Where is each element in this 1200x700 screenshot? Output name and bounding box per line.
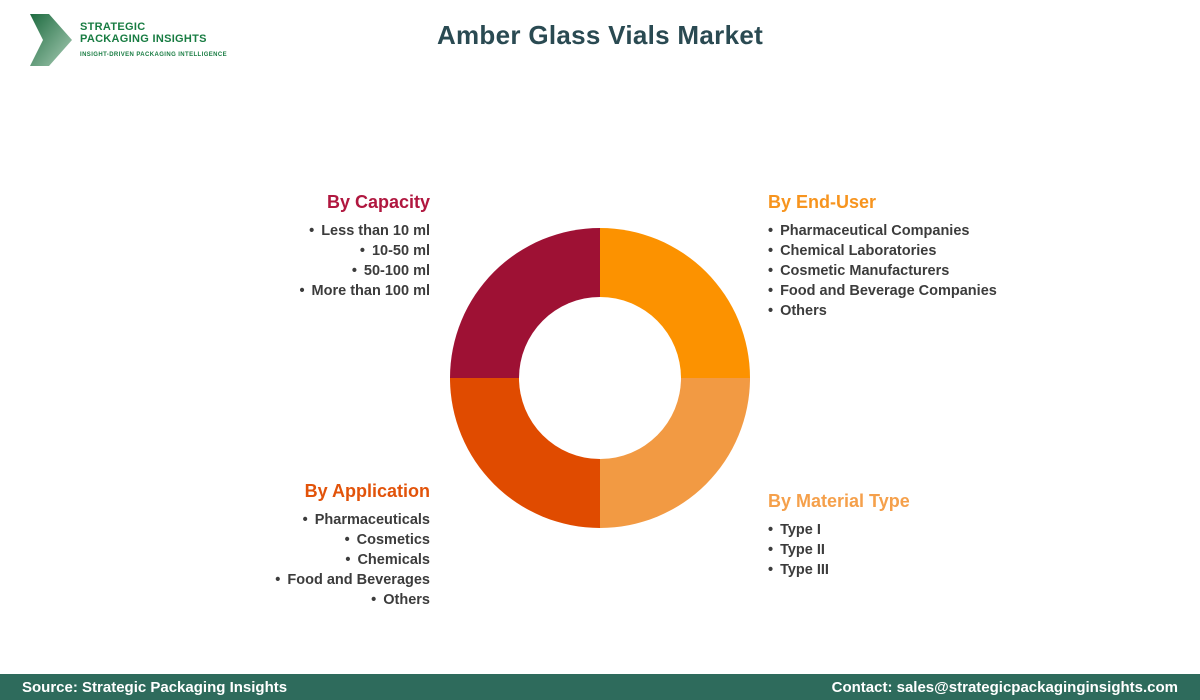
donut-hole: [519, 297, 681, 459]
list-item: Cosmetic Manufacturers: [768, 261, 997, 281]
segment-block-by-application: By Application PharmaceuticalsCosmeticsC…: [275, 481, 430, 610]
segment-heading-by-capacity: By Capacity: [326, 192, 430, 212]
segment-list-by-end-user: Pharmaceutical CompaniesChemical Laborat…: [768, 221, 997, 321]
logo-line-1: STRATEGIC: [80, 21, 146, 33]
list-item: Type I: [768, 520, 910, 540]
segment-heading-by-application: By Application: [304, 481, 430, 501]
segment-block-by-capacity: By Capacity Less than 10 ml10-50 ml50-10…: [299, 192, 430, 301]
list-item: Less than 10 ml: [299, 221, 430, 241]
list-item: Food and Beverage Companies: [768, 281, 997, 301]
logo-line-2: PACKAGING INSIGHTS: [80, 33, 207, 45]
segment-list-by-material-type: Type IType IIType III: [768, 520, 910, 580]
footer-contact-text: Contact: sales@strategicpackaginginsight…: [831, 678, 1178, 696]
list-item: Others: [275, 590, 430, 610]
list-item: Others: [768, 301, 997, 321]
segment-heading-by-end-user: By End-User: [768, 192, 877, 212]
segment-list-by-application: PharmaceuticalsCosmeticsChemicalsFood an…: [275, 510, 430, 610]
chevron-arrow-icon: [30, 14, 72, 66]
list-item: More than 100 ml: [299, 281, 430, 301]
logo-tagline: INSIGHT-DRIVEN PACKAGING INTELLIGENCE: [80, 52, 228, 58]
segment-block-by-end-user: By End-User Pharmaceutical CompaniesChem…: [768, 192, 997, 321]
list-item: 50-100 ml: [299, 261, 430, 281]
logo-text: STRATEGIC PACKAGING INSIGHTS INSIGHT-DRI…: [80, 14, 227, 58]
list-item: Pharmaceuticals: [275, 510, 430, 530]
list-item: Type II: [768, 540, 910, 560]
donut-chart: [450, 228, 750, 528]
segment-list-by-capacity: Less than 10 ml10-50 ml50-100 mlMore tha…: [299, 221, 430, 301]
list-item: Food and Beverages: [275, 570, 430, 590]
list-item: 10-50 ml: [299, 241, 430, 261]
list-item: Chemical Laboratories: [768, 241, 997, 261]
segment-heading-by-material-type: By Material Type: [768, 491, 910, 511]
company-logo: STRATEGIC PACKAGING INSIGHTS INSIGHT-DRI…: [30, 14, 227, 66]
footer-bar: Source: Strategic Packaging Insights Con…: [0, 674, 1200, 700]
list-item: Type III: [768, 560, 910, 580]
list-item: Chemicals: [275, 550, 430, 570]
list-item: Pharmaceutical Companies: [768, 221, 997, 241]
footer-source-text: Source: Strategic Packaging Insights: [22, 678, 288, 696]
list-item: Cosmetics: [275, 530, 430, 550]
page-title: Amber Glass Vials Market: [436, 20, 764, 50]
segment-block-by-material-type: By Material Type Type IType IIType III: [768, 491, 910, 580]
